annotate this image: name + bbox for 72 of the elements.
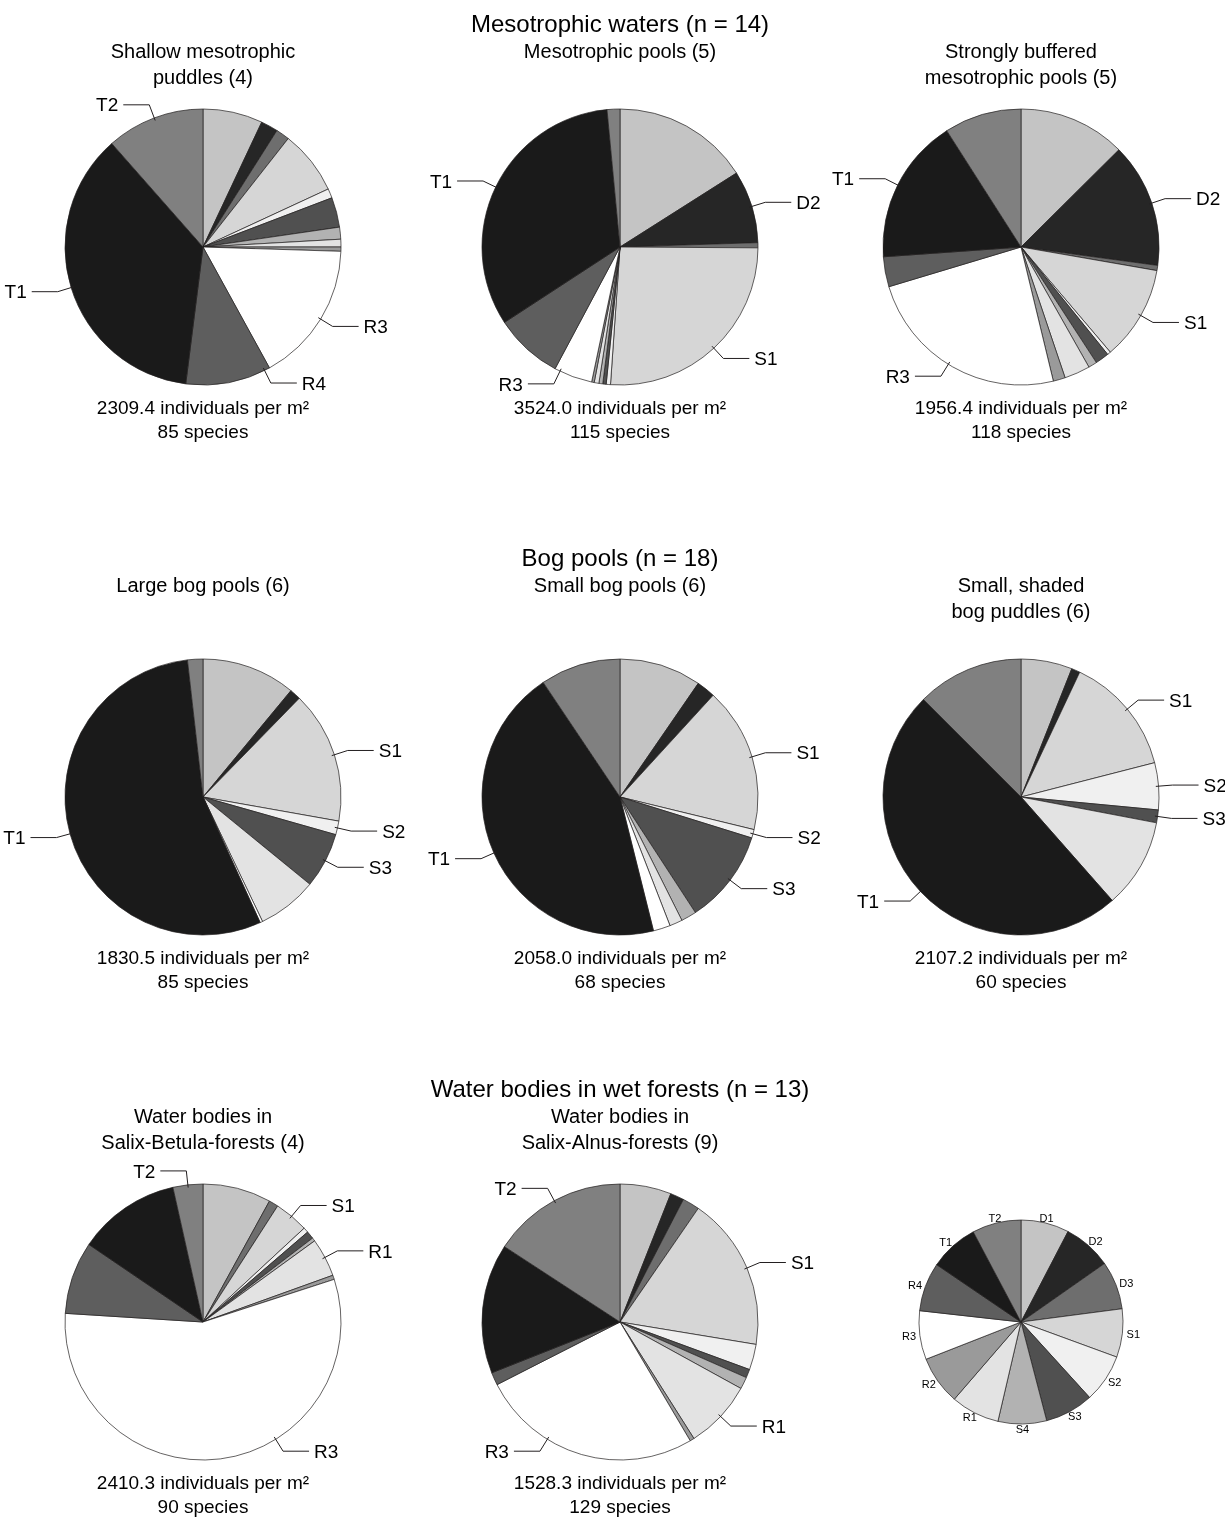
- slice-label: T2: [988, 1212, 1002, 1225]
- slice-label: T1: [427, 848, 451, 870]
- slice-label: R4: [301, 372, 327, 394]
- slice-label: S1: [796, 742, 820, 764]
- slice-label: R3: [901, 1329, 916, 1342]
- slice-label: T2: [96, 94, 119, 116]
- slice-label: R3: [314, 1440, 339, 1462]
- slice-label: T1: [939, 1236, 953, 1249]
- text: 68 species: [574, 970, 666, 992]
- text: 118 species: [971, 420, 1071, 442]
- slice-label: S2: [1108, 1375, 1122, 1388]
- slice-label: R3: [885, 365, 910, 387]
- slice-label: S1: [1183, 312, 1208, 334]
- slice-label: S1: [790, 1252, 815, 1274]
- chart-title: Small bog pools (6): [533, 574, 707, 596]
- text: 3524.0 individuals per m²: [513, 396, 727, 418]
- chart-subtitle: Water bodies in wet forests (n = 13): [430, 1075, 810, 1102]
- text: 2058.0 individuals per m²: [513, 946, 727, 968]
- slice-label: T2: [494, 1177, 517, 1199]
- slice-label: S1: [378, 740, 402, 762]
- text: 129 species: [569, 1495, 671, 1517]
- slice-label: S2: [1203, 774, 1225, 796]
- chart-title: Mesotrophic pools (5): [523, 40, 717, 62]
- chart-title: Large bog pools (6): [116, 574, 290, 596]
- slice-label: S1: [1126, 1327, 1141, 1340]
- text: 115 species: [570, 420, 670, 442]
- text: 60 species: [975, 970, 1067, 992]
- slice-label: R3: [363, 316, 388, 338]
- slice-label: T1: [832, 168, 855, 190]
- text: 1830.5 individuals per m²: [96, 946, 310, 968]
- slice-label: D3: [1119, 1277, 1134, 1290]
- slice-label: D2: [1088, 1235, 1103, 1248]
- slice-label: T1: [429, 170, 453, 192]
- slice-label: T2: [133, 1160, 156, 1182]
- text: 1956.4 individuals per m²: [914, 396, 1128, 418]
- slice-label: S3: [368, 856, 393, 878]
- slice-label: D2: [796, 191, 821, 213]
- chart-title: Water bodies in Salix-Alnus-forests (9): [521, 1105, 719, 1153]
- slice-label: S4: [1015, 1422, 1030, 1435]
- slice-label: R3: [498, 373, 523, 395]
- slice-label: S1: [754, 348, 778, 370]
- slice-label: S3: [772, 878, 796, 900]
- text: 85 species: [157, 420, 249, 442]
- slice-label: S1: [331, 1195, 355, 1217]
- chart-title: Strongly buffered mesotrophic pools (5): [924, 40, 1118, 88]
- slice-label: S3: [1068, 1409, 1082, 1422]
- slice-label: S1: [1169, 689, 1193, 711]
- slice-label: R1: [761, 1415, 787, 1437]
- slice-label: R1: [368, 1240, 393, 1262]
- slice-label: R2: [921, 1377, 936, 1390]
- slice-label: T1: [4, 281, 27, 303]
- text: 1528.3 individuals per m²: [513, 1471, 727, 1493]
- text: 85 species: [157, 970, 249, 992]
- chart-title: Small, shaded bog puddles (6): [951, 574, 1091, 622]
- text: 2309.4 individuals per m²: [96, 396, 310, 418]
- slice-label: R4: [907, 1278, 923, 1291]
- slice-label: S3: [1202, 808, 1225, 830]
- slice-label: R1: [962, 1411, 977, 1424]
- slice-label: T1: [857, 890, 880, 912]
- slice-label: S2: [382, 820, 406, 842]
- text: 2107.2 individuals per m²: [914, 946, 1128, 968]
- slice-label: D1: [1039, 1211, 1054, 1224]
- chart-title: Shallow mesotrophic puddles (4): [110, 40, 296, 88]
- chart-subtitle: Bog pools (n = 18): [521, 544, 719, 571]
- chart-title: Water bodies in Salix-Betula-forests (4): [101, 1105, 305, 1153]
- slice-label: T1: [3, 827, 26, 849]
- text: 90 species: [157, 1495, 249, 1517]
- slice-label: D2: [1196, 188, 1221, 210]
- chart-subtitle: Mesotrophic waters (n = 14): [470, 10, 770, 37]
- text: 2410.3 individuals per m²: [96, 1471, 310, 1493]
- slice-label: R3: [484, 1440, 509, 1462]
- slice-label: S2: [797, 827, 821, 849]
